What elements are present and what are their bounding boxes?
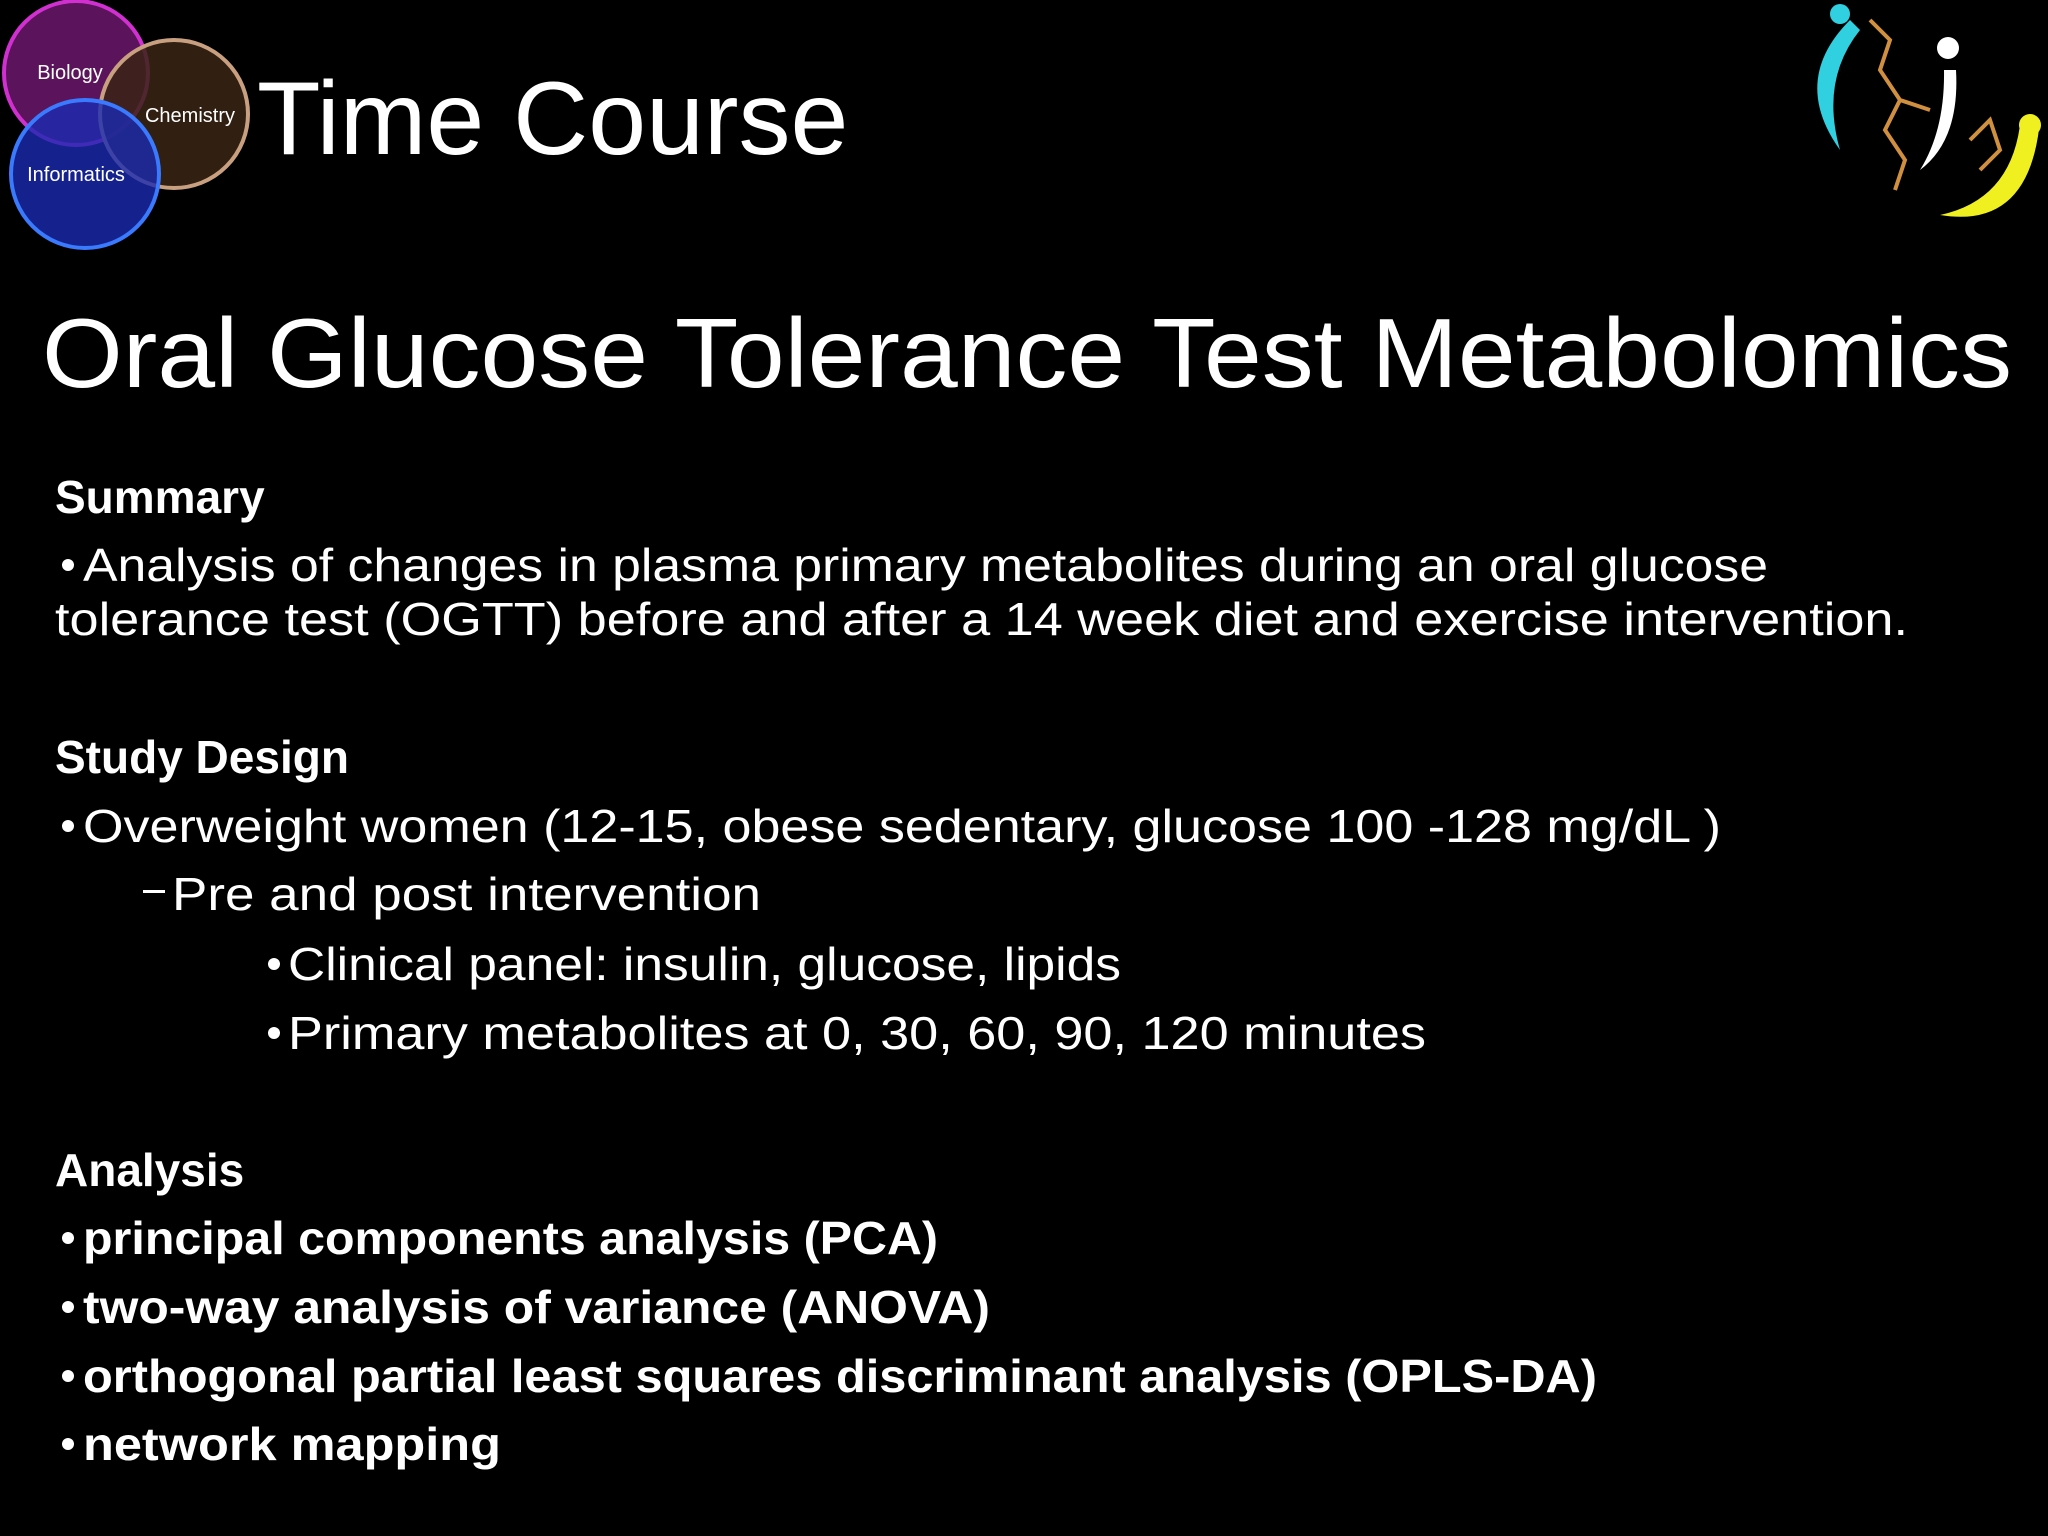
venn-label: Chemistry — [145, 105, 235, 127]
bullet-text: Analysis of changes in plasma primary me… — [83, 539, 1768, 591]
bullet-text: orthogonal partial least squares discrim… — [83, 1350, 1597, 1402]
sub-sub-item: Primary metabolites at 0, 30, 60, 90, 12… — [288, 1007, 1426, 1059]
section-heading: Summary — [55, 471, 265, 523]
bullet — [62, 1370, 74, 1382]
section-heading: Study Design — [55, 731, 349, 783]
sub-item: Pre and post intervention — [172, 868, 761, 920]
bullet — [62, 820, 74, 832]
logo-i — [1920, 70, 1957, 170]
bullet — [268, 1027, 280, 1039]
bullet-text: tolerance test (OGTT) before and after a… — [55, 593, 1908, 645]
venn-label: Informatics — [27, 164, 125, 186]
logo-molecule — [1868, 18, 2003, 191]
informatics-circle — [9, 98, 161, 250]
bullet-text: principal components analysis (PCA) — [83, 1212, 938, 1264]
logo-crescent — [1940, 120, 2040, 217]
logo-dot — [1937, 37, 1959, 59]
sub-sub-item: Clinical panel: insulin, glucose, lipids — [288, 938, 1121, 990]
title: Time Course — [257, 61, 848, 177]
bullet-text: two-way analysis of variance (ANOVA) — [83, 1281, 990, 1333]
bullet-text: network mapping — [83, 1418, 501, 1470]
section-heading: Analysis — [55, 1144, 244, 1196]
subtitle: Oral Glucose Tolerance Test Metabolomics — [42, 298, 2012, 408]
logo-dot — [1830, 4, 1850, 24]
bullet — [62, 559, 74, 571]
venn-logo: Biology Chemistry Informatics — [2, 0, 250, 250]
dash — [143, 890, 165, 893]
bullet-text: Overweight women (12-15, obese sedentary… — [83, 800, 1721, 852]
logo-arc — [1817, 20, 1860, 150]
bullet — [268, 958, 280, 970]
corner-logo — [1817, 4, 2041, 217]
bullet — [62, 1232, 74, 1244]
logo-dot — [2019, 114, 2041, 136]
venn-label: Biology — [37, 62, 103, 84]
bullet — [62, 1438, 74, 1450]
bullet — [62, 1301, 74, 1313]
